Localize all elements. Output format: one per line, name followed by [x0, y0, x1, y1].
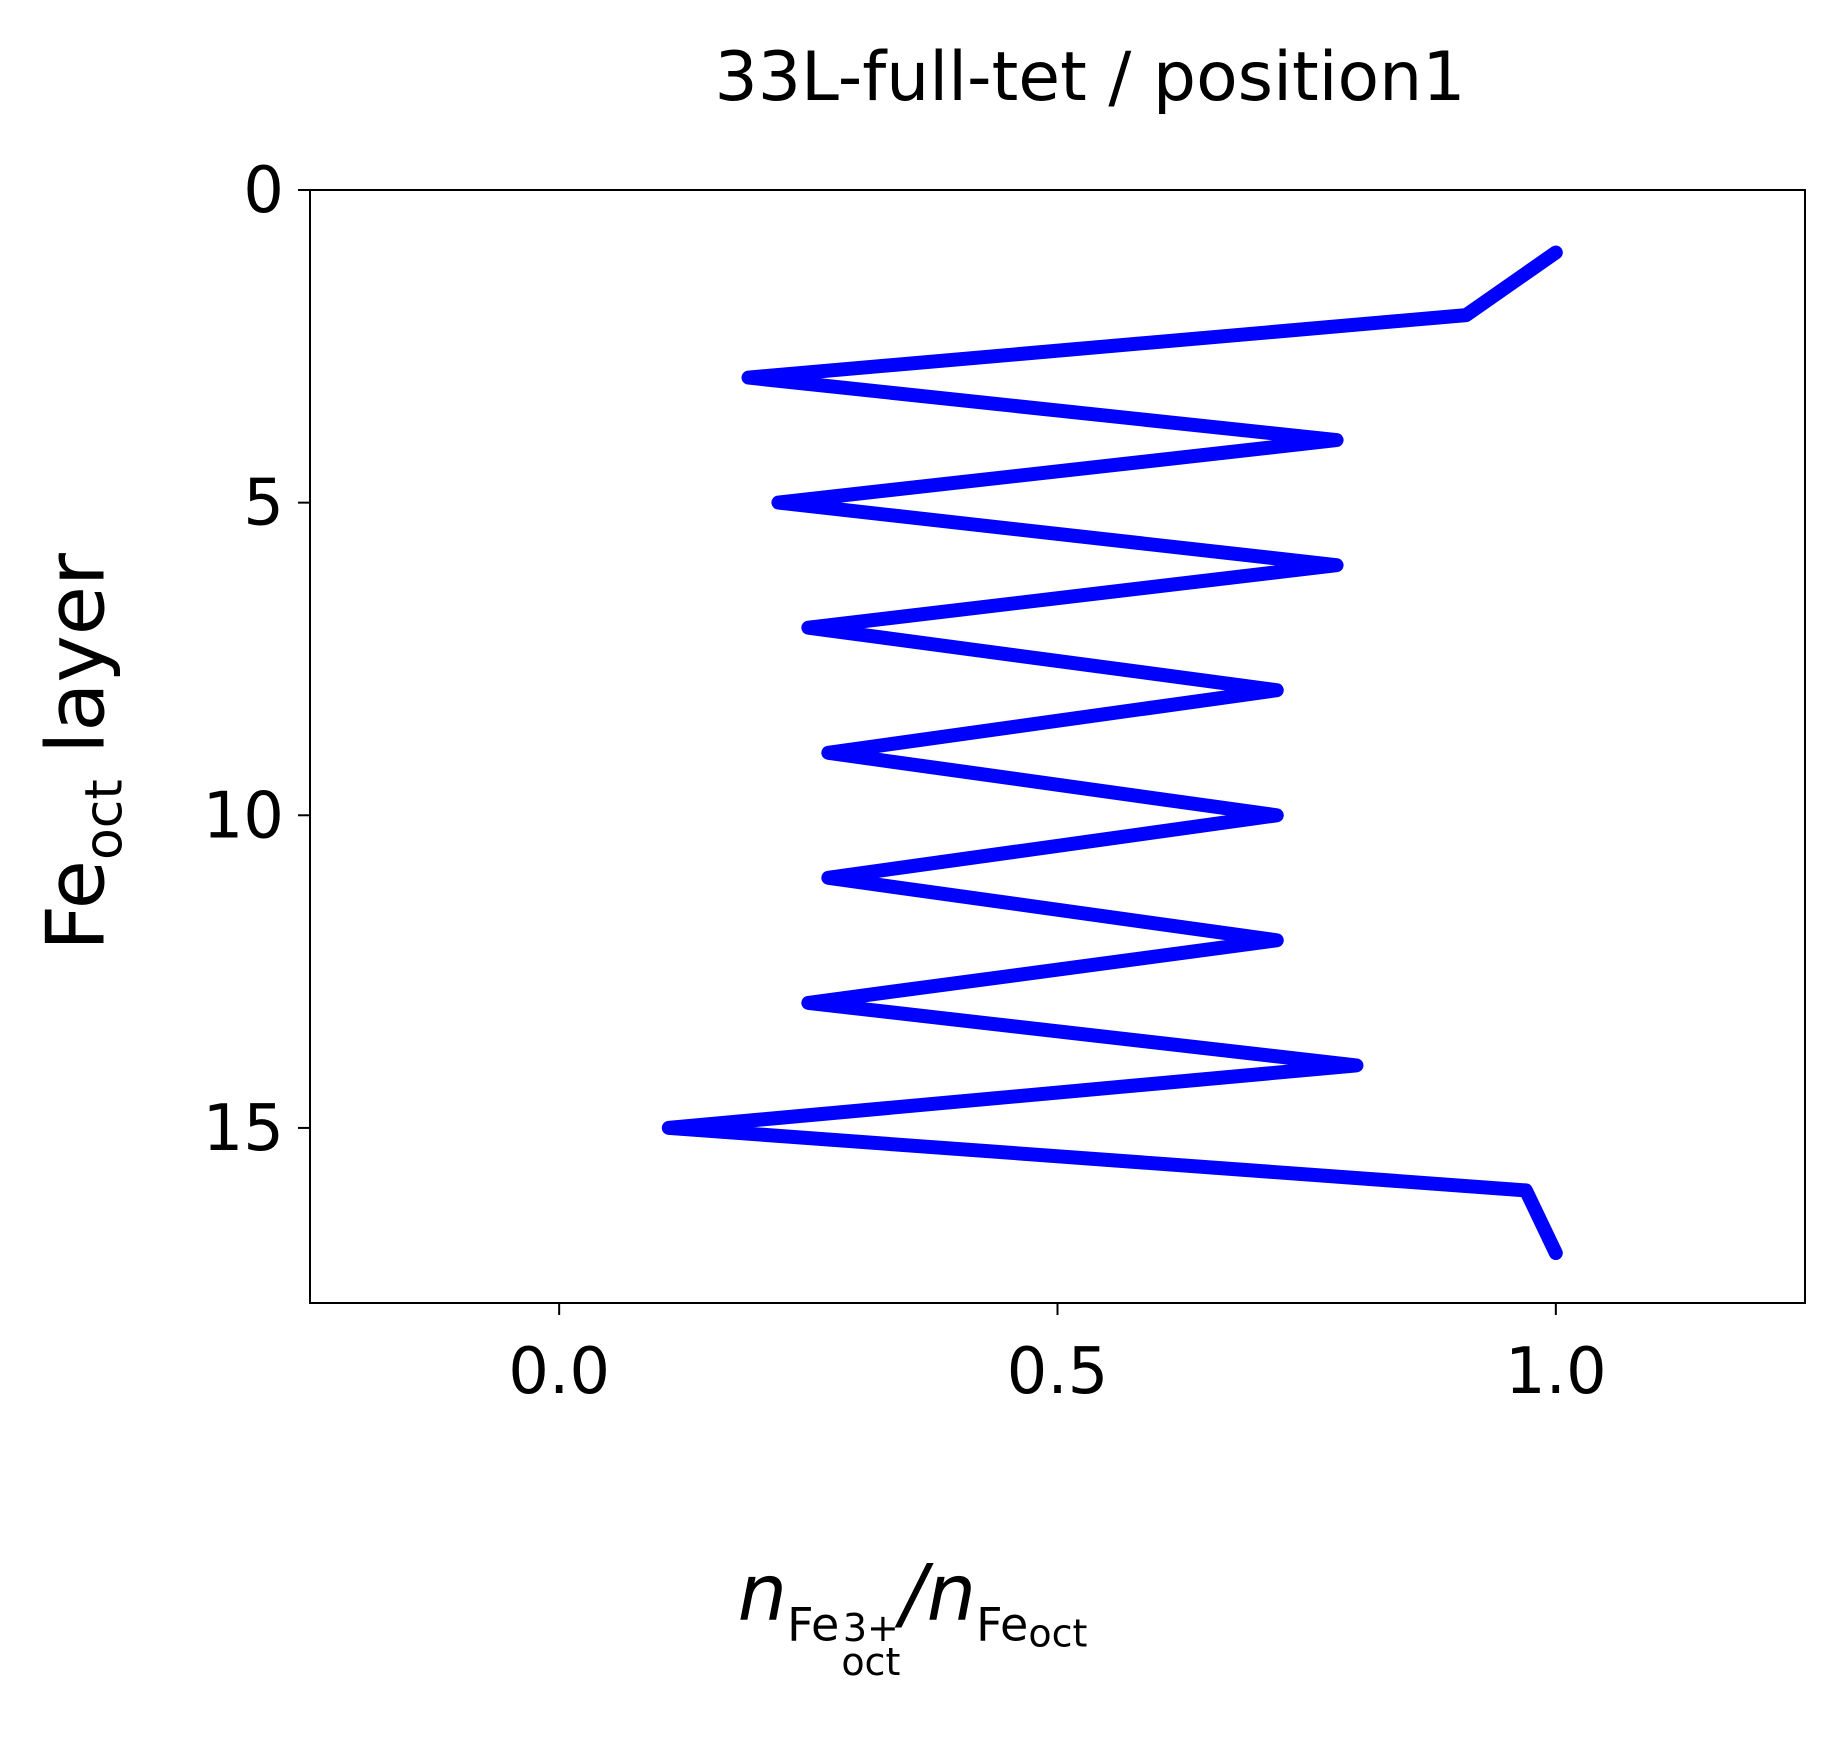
y-tick-label: 0: [243, 154, 284, 228]
x-tick-label: 0.5: [1007, 1335, 1109, 1409]
y-tick-label: 5: [243, 467, 284, 541]
series-line-0: [661, 245, 1563, 1260]
plot-area: [309, 189, 1806, 1304]
x-axis-label: nFe 3+ oct/nFeoct: [737, 1549, 1088, 1685]
x-tick-label: 1.0: [1505, 1335, 1607, 1409]
chart-title: 33L-full-tet / position1: [714, 38, 1465, 117]
x-tick-label: 0.0: [508, 1335, 610, 1409]
y-tick-label: 15: [203, 1092, 284, 1166]
y-tick-label: 10: [203, 779, 284, 853]
axes-ticks: 0.0 0.5 1.0 0 5 10 15: [203, 154, 1607, 1409]
